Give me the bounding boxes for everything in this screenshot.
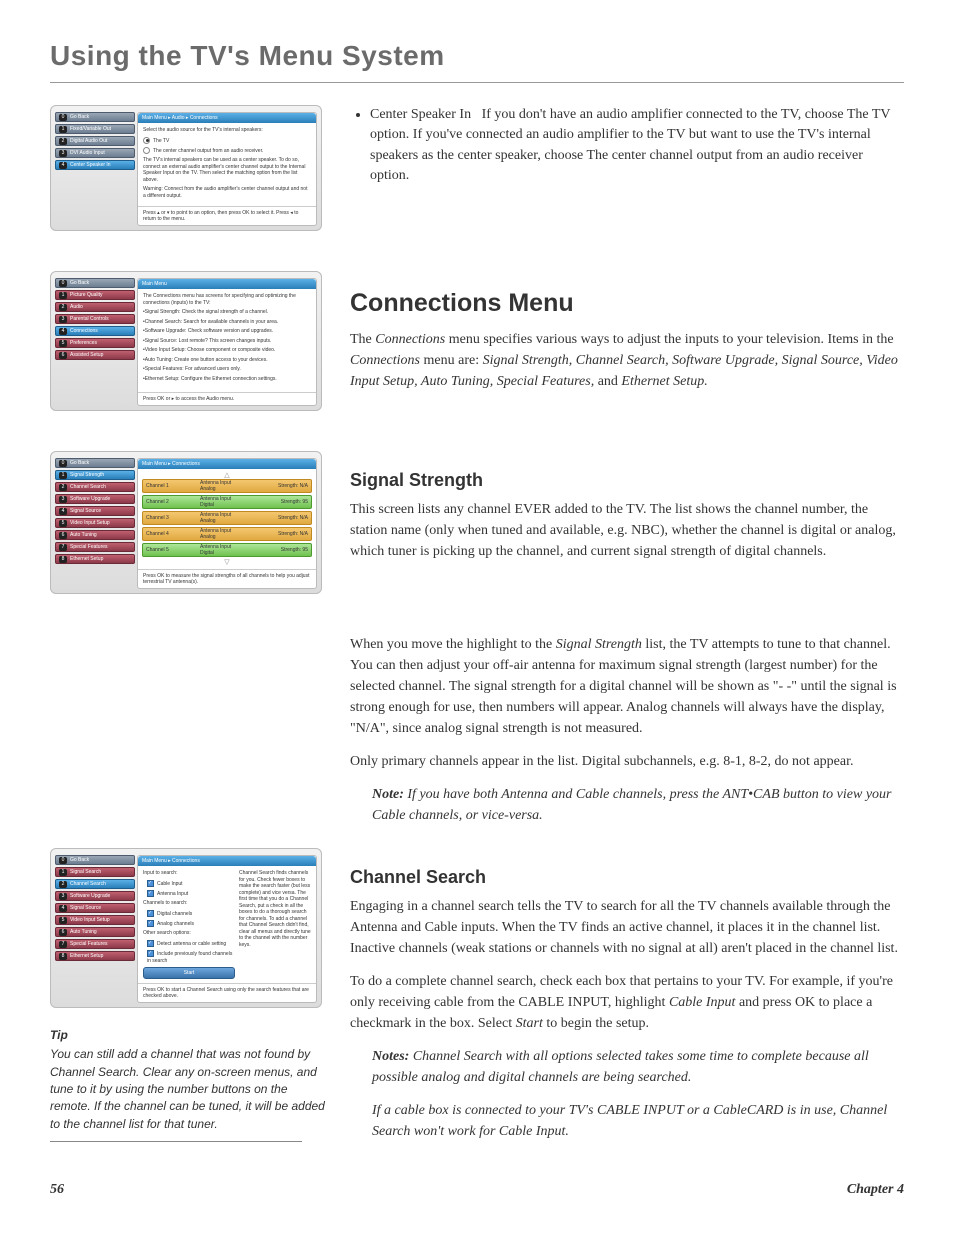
sidebar-item: 5Video Input Setup [55,915,135,925]
channel-row: Channel 2Antenna InputDigitalStrength: 9… [142,495,312,509]
page-title: Using the TV's Menu System [50,40,904,83]
screenshot-audio-connections: 0Go Back 1Fixed/Variable Out 2Digital Audi… [50,105,322,231]
sidebar-item: 7Special Features [55,939,135,949]
hint-footer: Press OK to measure the signal strengths… [138,569,316,588]
sidebar-item: 4Signal Source [55,903,135,913]
checkbox-icon [147,880,154,887]
sidebar-item: 0Go Back [55,278,135,288]
radio-icon [143,147,150,154]
checkbox-icon [147,910,154,917]
sidebar-item: 4Signal Source [55,506,135,516]
ch-note-2: If a cable box is connected to your TV's… [372,1100,904,1142]
checkbox-icon [147,950,154,957]
checkbox-icon [147,920,154,927]
sig-para-2: When you move the highlight to the Signa… [350,634,904,739]
checkbox-icon [147,940,154,947]
sidebar-item: 0Go Back [55,112,135,122]
tip-rule [50,1141,302,1142]
warning: Warning: Connect from the audio amplifie… [143,186,311,199]
sidebar-item: 2Channel Search [55,879,135,889]
tip-heading: Tip [50,1028,330,1042]
radio-icon [143,137,150,144]
sidebar-item: 3Software Upgrade [55,494,135,504]
hint-footer: Press ▴ or ▾ to point to an option, then… [138,206,316,225]
channel-row: Channel 4Antenna InputAnalogStrength: N/… [142,527,312,541]
sidebar-item: 1Fixed/Variable Out [55,124,135,134]
sidebar-item: 6Assisted Setup [55,350,135,360]
body-lead: Select the audio source for the TV's int… [143,127,311,134]
sidebar-item: 2Audio [55,302,135,312]
screenshot-signal-strength: 0Go Back 1Signal Strength 2Channel Search 3… [50,451,322,594]
connections-heading: Connections Menu [350,285,904,321]
sidebar-item: 1Signal Search [55,867,135,877]
sidebar-item: 0Go Back [55,458,135,468]
channel-row: Channel 1Antenna InputAnalogStrength: N/… [142,479,312,493]
description: The TV's internal speakers can be used a… [143,157,311,183]
hint-footer: Press OK to start a Channel Search using… [138,983,316,1002]
breadcrumb: Main Menu [138,279,316,289]
sidebar-item: 5Video Input Setup [55,518,135,528]
sidebar-item: 6Auto Tuning [55,927,135,937]
sidebar-item: 4Connections [55,326,135,336]
sidebar-item: 8Ethernet Setup [55,554,135,564]
screenshot-main-menu: 0Go Back 1Picture Quality 2Audio 3Parental … [50,271,322,411]
breadcrumb: Main Menu ▸ Connections [138,856,316,866]
breadcrumb: Main Menu ▸ Audio ▸ Connections [138,113,316,123]
sig-para-1: This screen lists any channel EVER added… [350,499,904,562]
sidebar-item: 1Signal Strength [55,470,135,480]
channel-row: Channel 3Antenna InputAnalogStrength: N/… [142,511,312,525]
sidebar-item: 3DVI Audio Input [55,148,135,158]
sidebar-item: 1Picture Quality [55,290,135,300]
hint-footer: Press OK or ▸ to access the Audio menu. [138,392,316,405]
page-number: 56 [50,1182,64,1198]
sidebar-item: 8Ethernet Setup [55,951,135,961]
signal-strength-heading: Signal Strength [350,467,904,493]
chapter-label: Chapter 4 [847,1182,904,1198]
sidebar-item: 6Auto Tuning [55,530,135,540]
sig-note: Note: If you have both Antenna and Cable… [372,784,904,826]
checkbox-icon [147,890,154,897]
sidebar-item: 3Parental Controls [55,314,135,324]
ch-para-2: To do a complete channel search, check e… [350,971,904,1034]
tip-body: You can still add a channel that was not… [50,1046,330,1133]
sig-para-3: Only primary channels appear in the list… [350,751,904,772]
screenshot-channel-search: 0Go Back 1Signal Search 2Channel Search 3So… [50,848,322,1008]
ch-para-1: Engaging in a channel search tells the T… [350,896,904,959]
channel-row: Channel 5Antenna InputDigitalStrength: 9… [142,543,312,557]
option-center-channel: The center channel output from an audio … [153,148,263,154]
start-button: Start [143,967,235,979]
sidebar-item: 3Software Upgrade [55,891,135,901]
ch-note-1: Notes: Channel Search with all options s… [372,1046,904,1088]
connections-intro: The Connections menu specifies various w… [350,329,904,392]
sidebar-item: 5Preferences [55,338,135,348]
tip-block: Tip You can still add a channel that was… [50,1028,330,1142]
sidebar-item: 2Channel Search [55,482,135,492]
sidebar-item: 2Digital Audio Out [55,136,135,146]
sidebar-item: 4Center Speaker In [55,160,135,170]
sidebar-item: 0Go Back [55,855,135,865]
breadcrumb: Main Menu ▸ Connections [138,459,316,469]
channel-search-heading: Channel Search [350,864,904,890]
sidebar-item: 7Special Features [55,542,135,552]
option-the-tv: The TV [153,137,169,143]
center-speaker-bullet: Center Speaker In If you don't have an a… [370,105,904,186]
